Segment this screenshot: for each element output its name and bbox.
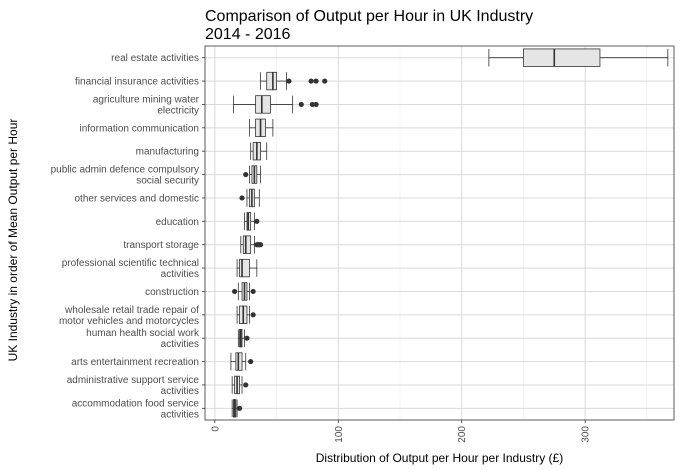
y-tick-label-line: agriculture mining water: [93, 94, 200, 105]
outlier-point: [313, 78, 319, 84]
y-tick-label-line: arts entertainment recreation: [71, 357, 199, 368]
y-tick-label: public admin defence compulsory social se…: [51, 165, 199, 187]
box-group: [488, 48, 669, 67]
y-tick-label: agriculture mining water electricity: [93, 94, 200, 116]
x-tick-label: 300: [581, 426, 592, 443]
y-tick-label: financial insurance activities: [75, 77, 199, 88]
iqr-box: [266, 71, 277, 91]
y-tick-label-line: education: [156, 217, 199, 228]
iqr-box: [255, 95, 271, 114]
y-tick-label: transport storage: [123, 240, 199, 251]
y-tick-label-line: information communication: [80, 123, 200, 134]
y-tick-label: wholesale retail trade repair of motor ve…: [59, 305, 199, 327]
iqr-box: [242, 235, 252, 254]
iqr-box: [239, 258, 250, 278]
box-group: [239, 188, 260, 208]
y-axis-title: UK Industry in order of Mean Output per …: [6, 119, 20, 362]
y-tick-label: administrative support service activities: [67, 375, 200, 397]
box-group: [230, 352, 254, 371]
outlier-point: [243, 382, 249, 388]
y-tick-label-line: motor vehicles and motorcycles: [59, 316, 199, 327]
x-tick-label: 0: [210, 426, 221, 432]
outlier-point: [309, 101, 315, 108]
chart-subtitle: 2014 - 2016: [205, 26, 291, 43]
y-tick-label: education: [156, 217, 199, 228]
outlier-point: [308, 78, 314, 84]
iqr-box: [523, 48, 601, 67]
box-group: [232, 95, 319, 114]
y-tick-label: real estate activities: [111, 53, 199, 64]
y-tick-label: other services and domestic: [74, 193, 199, 204]
outlier-point: [239, 195, 245, 201]
panel-border: [204, 45, 675, 421]
y-tick-label: information communication: [80, 123, 200, 134]
boxes-layer: [230, 48, 669, 418]
outlier-point: [236, 405, 243, 411]
outlier-point: [322, 78, 328, 84]
outlier-point: [254, 218, 260, 224]
outlier-point: [286, 78, 292, 84]
box-group: [244, 212, 260, 231]
y-tick-label-line: construction: [145, 287, 199, 298]
y-tick-label-line: activities: [161, 409, 199, 420]
outlier-point: [243, 171, 249, 178]
outlier-point: [257, 242, 264, 248]
box-group: [236, 258, 258, 278]
y-tick-label-line: real estate activities: [111, 53, 199, 64]
box-group: [237, 329, 250, 348]
box-group: [260, 71, 328, 91]
box-group: [231, 399, 243, 418]
y-axis-labels: real estate activities financial insuranc…: [51, 53, 205, 420]
y-tick-label-line: manufacturing: [136, 147, 199, 158]
box-group: [249, 118, 274, 137]
y-tick-label-line: transport storage: [123, 240, 199, 251]
outlier-point: [250, 312, 256, 318]
y-tick-label: manufacturing: [136, 147, 199, 158]
y-tick-label-line: activities: [161, 339, 199, 350]
y-tick-label-line: social security: [136, 176, 199, 187]
x-tick-label: 100: [334, 426, 345, 443]
outlier-point: [248, 358, 254, 365]
y-tick-label: arts entertainment recreation: [71, 357, 199, 368]
outlier-point: [250, 288, 256, 295]
outlier-point: [232, 288, 238, 295]
outlier-point: [298, 101, 304, 108]
y-tick-label: human health social work activities: [86, 328, 200, 350]
y-tick-label: professional scientific technical activit…: [62, 258, 199, 280]
outlier-point: [244, 335, 250, 341]
y-tick-label-line: activities: [161, 386, 199, 397]
y-tick-label: accommodation food service activities: [72, 398, 200, 420]
y-tick-label-line: electricity: [157, 105, 199, 116]
box-group: [236, 305, 256, 324]
box-group: [250, 142, 268, 161]
x-tick-label: 200: [457, 426, 468, 443]
y-tick-label-line: financial insurance activities: [75, 77, 199, 88]
y-tick-label-line: other services and domestic: [74, 193, 199, 204]
y-tick-label-line: human health social work: [86, 328, 200, 339]
chart-title: Comparison of Output per Hour in UK Indu…: [205, 8, 533, 25]
y-tick-label-line: accommodation food service: [72, 398, 200, 409]
x-axis-title: Distribution of Output per Hour per Indu…: [316, 451, 563, 465]
box-group: [240, 235, 264, 254]
outlier-point: [313, 101, 319, 108]
plot-panel: [205, 46, 674, 420]
y-tick-label-line: wholesale retail trade repair of: [64, 305, 199, 316]
y-tick-label-line: professional scientific technical: [62, 258, 199, 269]
y-tick-label-line: activities: [161, 269, 199, 280]
box-group: [232, 282, 256, 301]
x-axis-ticks: 0 100 200 300: [210, 420, 592, 443]
box-group: [231, 375, 249, 395]
y-tick-label-line: public admin defence compulsory: [51, 165, 199, 176]
box-group: [243, 165, 261, 184]
y-tick-label: construction: [145, 287, 199, 298]
y-tick-label-line: administrative support service: [67, 375, 200, 386]
